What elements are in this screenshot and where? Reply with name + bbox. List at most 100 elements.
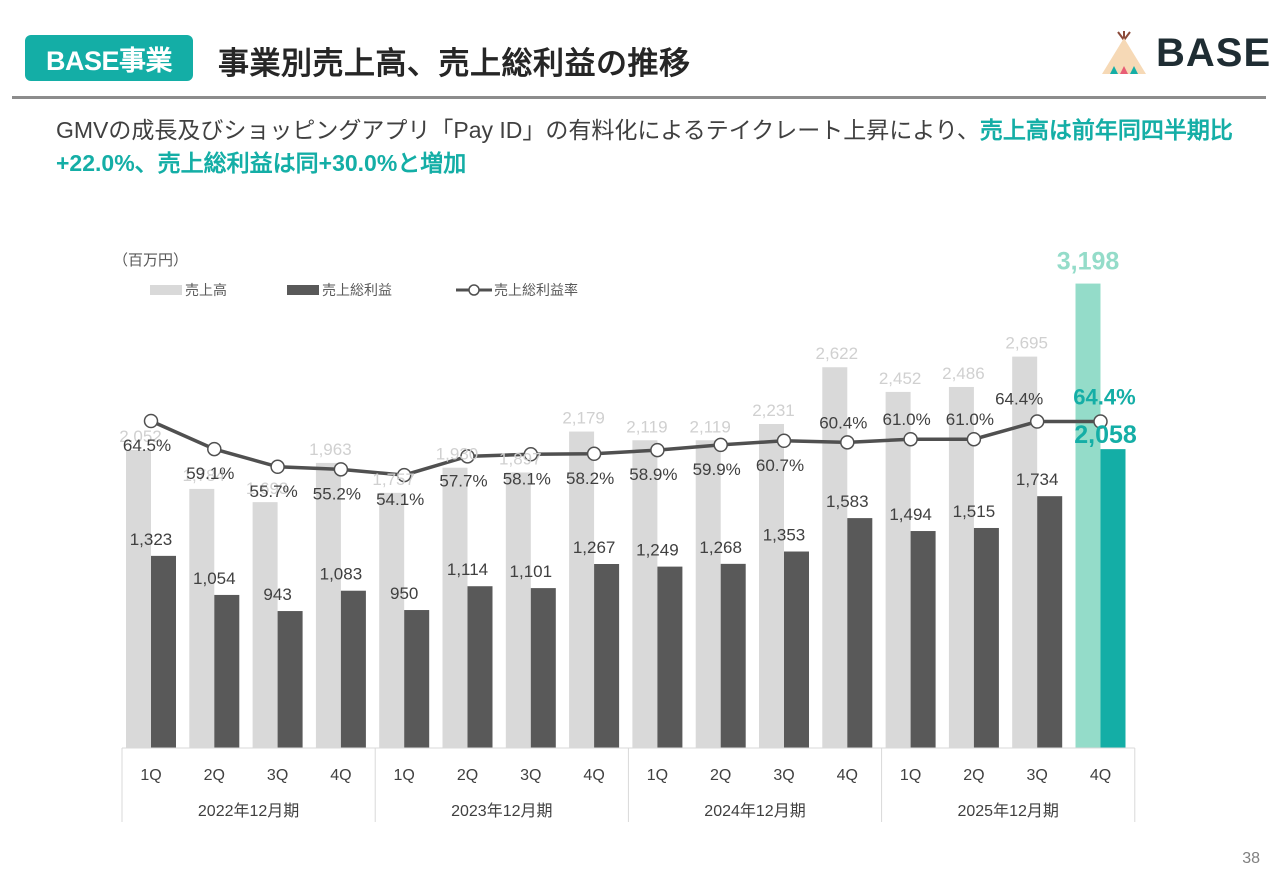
gross-profit-bar (530, 588, 556, 748)
margin-label: 64.5% (123, 436, 171, 455)
margin-marker (966, 431, 982, 447)
revenue-label: 1,963 (309, 440, 352, 459)
margin-marker (207, 441, 222, 457)
revenue-label: 2,119 (626, 417, 667, 436)
revenue-label: 1,784 (183, 466, 226, 485)
margin-line (150, 419, 1101, 477)
gross-profit-bar (910, 531, 936, 748)
revenue-label: 2,119 (690, 417, 731, 436)
teepee-icon (1102, 31, 1146, 74)
legend-label-revenue: 売上高 (185, 282, 227, 298)
gross-profit-label: 1,268 (699, 538, 742, 557)
gross-profit-bar (151, 555, 176, 748)
revenue-bar (948, 386, 974, 748)
gross-profit-label: 1,267 (573, 538, 616, 557)
gross-profit-bar (404, 610, 430, 748)
page-number: 38 (1242, 850, 1260, 867)
fiscal-year-label: 2024年12月期 (704, 802, 805, 820)
legend-label-margin: 売上総利益率 (494, 282, 578, 298)
revenue-bar (189, 488, 215, 748)
margin-marker (270, 459, 285, 475)
x-tick-label: 2Q (457, 767, 478, 784)
legend-swatch-gross-profit (287, 285, 319, 295)
revenue-bar (695, 440, 721, 748)
margin-label: 55.2% (313, 484, 361, 503)
fiscal-year-label: 2023年12月期 (451, 802, 552, 820)
gross-profit-label: 1,083 (320, 565, 363, 584)
revenue-bar (759, 424, 784, 748)
x-tick-label: 2Q (710, 767, 731, 784)
gross-profit-label: 1,323 (130, 530, 173, 549)
revenue-label: 2,452 (879, 369, 922, 388)
x-tick-label: 3Q (1027, 767, 1048, 784)
revenue-bar (442, 467, 468, 748)
revenue-label: 2,695 (1005, 334, 1048, 353)
x-tick-label: 3Q (267, 767, 288, 784)
x-tick-label: 1Q (647, 767, 668, 784)
gross-profit-label: 1,734 (1016, 470, 1059, 489)
x-tick-label: 4Q (1090, 767, 1111, 784)
margin-marker (650, 442, 665, 458)
lead-highlight: 売上高は前年同四半期比+22.0%、売上総利益は同+30.0%と増加 (56, 117, 1233, 176)
margin-label: 60.4% (819, 413, 867, 432)
gross-profit-label: 1,494 (889, 505, 932, 524)
revenue-bar (252, 502, 278, 748)
revenue-label: 2,622 (816, 344, 859, 363)
fiscal-year-label: 2025年12月期 (957, 802, 1058, 820)
legend-label-gross-profit: 売上総利益 (322, 282, 392, 298)
margin-marker (840, 435, 855, 450)
lead-normal: GMVの成長及びショッピングアプリ「Pay ID」の有料化によるテイクレート上昇… (56, 117, 980, 143)
gross-profit-label: 1,515 (953, 502, 996, 521)
gross-profit-label: 943 (263, 585, 291, 604)
revenue-label: 1,930 (436, 445, 479, 464)
margin-marker (460, 449, 475, 464)
revenue-label: 2,486 (942, 364, 985, 383)
gross-profit-bar (1037, 496, 1063, 748)
gross-profit-bar (657, 566, 683, 748)
gross-profit-bar (594, 564, 620, 748)
gross-profit-label: 1,101 (510, 562, 553, 581)
margin-label: 64.4% (995, 390, 1043, 409)
margin-marker (1093, 414, 1108, 429)
revenue-bar (885, 391, 911, 748)
gross-profit-label: 1,249 (636, 541, 679, 560)
gross-profit-label: 1,353 (763, 526, 806, 545)
x-tick-label: 4Q (583, 767, 604, 784)
margin-marker (523, 447, 539, 462)
margin-marker (776, 433, 792, 449)
gross-profit-label: 2,058 (1074, 421, 1137, 449)
fiscal-year-label: 2022年12月期 (198, 802, 299, 820)
margin-marker (396, 467, 412, 483)
margin-label: 58.1% (503, 469, 551, 488)
revenue-bar (1075, 283, 1101, 748)
revenue-bar (505, 472, 531, 748)
margin-label: 58.9% (629, 465, 677, 484)
x-tick-label: 2Q (204, 767, 225, 784)
legend: 売上高 売上総利益 売上総利益率 (150, 282, 578, 298)
revenue-label: 2,179 (562, 409, 605, 428)
margin-label: 54.1% (376, 490, 424, 509)
margin-label: 61.0% (882, 410, 930, 429)
margin-label: 57.7% (439, 471, 487, 490)
revenue-label: 1,897 (499, 450, 542, 469)
base-logo: BASE (1098, 30, 1271, 76)
gross-profit-label: 1,054 (193, 569, 236, 588)
gross-profit-bar (214, 594, 240, 748)
margin-marker (333, 462, 349, 477)
margin-marker (586, 446, 602, 462)
revenue-bar (822, 367, 848, 748)
header-divider (12, 96, 1266, 99)
x-tick-label: 4Q (837, 767, 858, 784)
gross-profit-label: 950 (390, 584, 418, 603)
x-tick-label: 3Q (773, 767, 794, 784)
x-tick-label: 1Q (394, 767, 415, 784)
x-tick-label: 1Q (900, 767, 921, 784)
revenue-bar (569, 431, 595, 748)
unit-label: （百万円） (113, 252, 188, 269)
revenue-label: 1,757 (372, 470, 415, 489)
margin-marker (903, 431, 918, 447)
revenue-label: 2,052 (119, 427, 162, 446)
margin-marker (713, 437, 728, 453)
x-tick-label: 2Q (963, 767, 984, 784)
lead-text: GMVの成長及びショッピングアプリ「Pay ID」の有料化によるテイクレート上昇… (56, 114, 1236, 180)
